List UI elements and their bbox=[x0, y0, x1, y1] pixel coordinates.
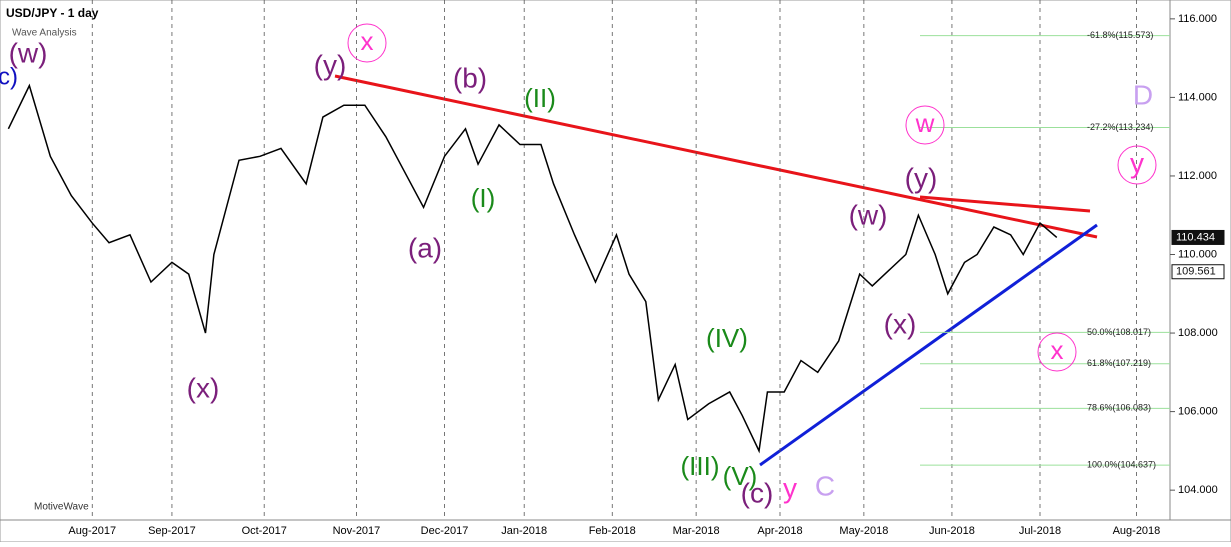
y-tick-label: 108.000 bbox=[1178, 327, 1218, 339]
x-tick-label: Sep-2017 bbox=[148, 525, 196, 537]
fib-label: 78.6%(106.083) bbox=[1087, 403, 1151, 413]
price-label-box bbox=[1171, 229, 1225, 245]
x-tick-label: Mar-2018 bbox=[673, 525, 720, 537]
x-tick-label: Jun-2018 bbox=[929, 525, 975, 537]
x-tick-label: Apr-2018 bbox=[757, 525, 802, 537]
x-tick-label: Aug-2018 bbox=[1113, 525, 1161, 537]
y-tick-label: 104.000 bbox=[1178, 484, 1218, 496]
x-tick-label: Aug-2017 bbox=[68, 525, 116, 537]
x-tick-label: Jan-2018 bbox=[501, 525, 547, 537]
fib-label: -27.2%(113.234) bbox=[1087, 122, 1153, 132]
price-label: 110.434 bbox=[1176, 231, 1215, 243]
wave-label: (IV) bbox=[706, 323, 748, 353]
wave-label: C bbox=[815, 470, 835, 501]
price-label: 109.561 bbox=[1176, 266, 1216, 278]
wave-label: (V) bbox=[723, 461, 758, 491]
wave-label: (I) bbox=[471, 183, 496, 213]
fib-label: 100.0%(104.637) bbox=[1087, 460, 1156, 470]
chart-subtitle: Wave Analysis bbox=[12, 28, 77, 39]
price-line bbox=[7, 83, 1058, 454]
wave-label: (a) bbox=[408, 232, 442, 263]
trend-line bbox=[919, 195, 1091, 213]
wave-circle bbox=[1117, 145, 1157, 185]
wave-label: (w) bbox=[849, 199, 888, 230]
wave-label: (x) bbox=[884, 308, 917, 339]
wave-circle bbox=[905, 105, 945, 145]
price-label-box bbox=[1171, 264, 1225, 280]
trend-line bbox=[334, 74, 1098, 239]
wave-label: (III) bbox=[681, 451, 720, 481]
fib-label: 50.0%(108.017) bbox=[1087, 327, 1151, 337]
fib-label: -61.8%(115.573) bbox=[1087, 30, 1153, 40]
wave-label: (y) bbox=[314, 49, 347, 80]
wave-label: x bbox=[1051, 335, 1064, 365]
y-tick-label: 112.000 bbox=[1178, 170, 1217, 182]
x-tick-label: Jul-2018 bbox=[1019, 525, 1061, 537]
wave-label: (b) bbox=[453, 62, 487, 93]
wave-label: c) bbox=[0, 63, 18, 90]
wave-circle bbox=[1037, 332, 1077, 372]
wave-label: (c) bbox=[741, 477, 774, 508]
x-tick-label: Dec-2017 bbox=[421, 525, 469, 537]
wave-label: (y) bbox=[905, 162, 938, 193]
x-tick-label: Feb-2018 bbox=[589, 525, 636, 537]
wave-label: (II) bbox=[524, 83, 556, 113]
y-tick-label: 110.000 bbox=[1178, 248, 1217, 260]
footer: MotiveWave bbox=[34, 502, 89, 513]
chart-title: USD/JPY - 1 day bbox=[6, 6, 99, 20]
y-tick-label: 114.000 bbox=[1178, 91, 1217, 103]
trend-line bbox=[759, 223, 1098, 467]
wave-label: x bbox=[361, 26, 374, 56]
wave-label: D bbox=[1133, 79, 1153, 110]
wave-label: y bbox=[1130, 147, 1144, 178]
x-tick-label: Oct-2017 bbox=[242, 525, 287, 537]
x-tick-label: May-2018 bbox=[839, 525, 888, 537]
y-tick-label: 116.000 bbox=[1178, 13, 1217, 25]
wave-circle bbox=[347, 23, 387, 63]
x-tick-label: Nov-2017 bbox=[333, 525, 381, 537]
wave-label: (w) bbox=[9, 37, 48, 68]
wave-label: (x) bbox=[187, 372, 220, 403]
fib-label: 61.8%(107.219) bbox=[1087, 358, 1151, 368]
wave-label: w bbox=[915, 108, 935, 138]
y-tick-label: 106.000 bbox=[1178, 406, 1218, 418]
wave-label: y bbox=[783, 472, 797, 503]
